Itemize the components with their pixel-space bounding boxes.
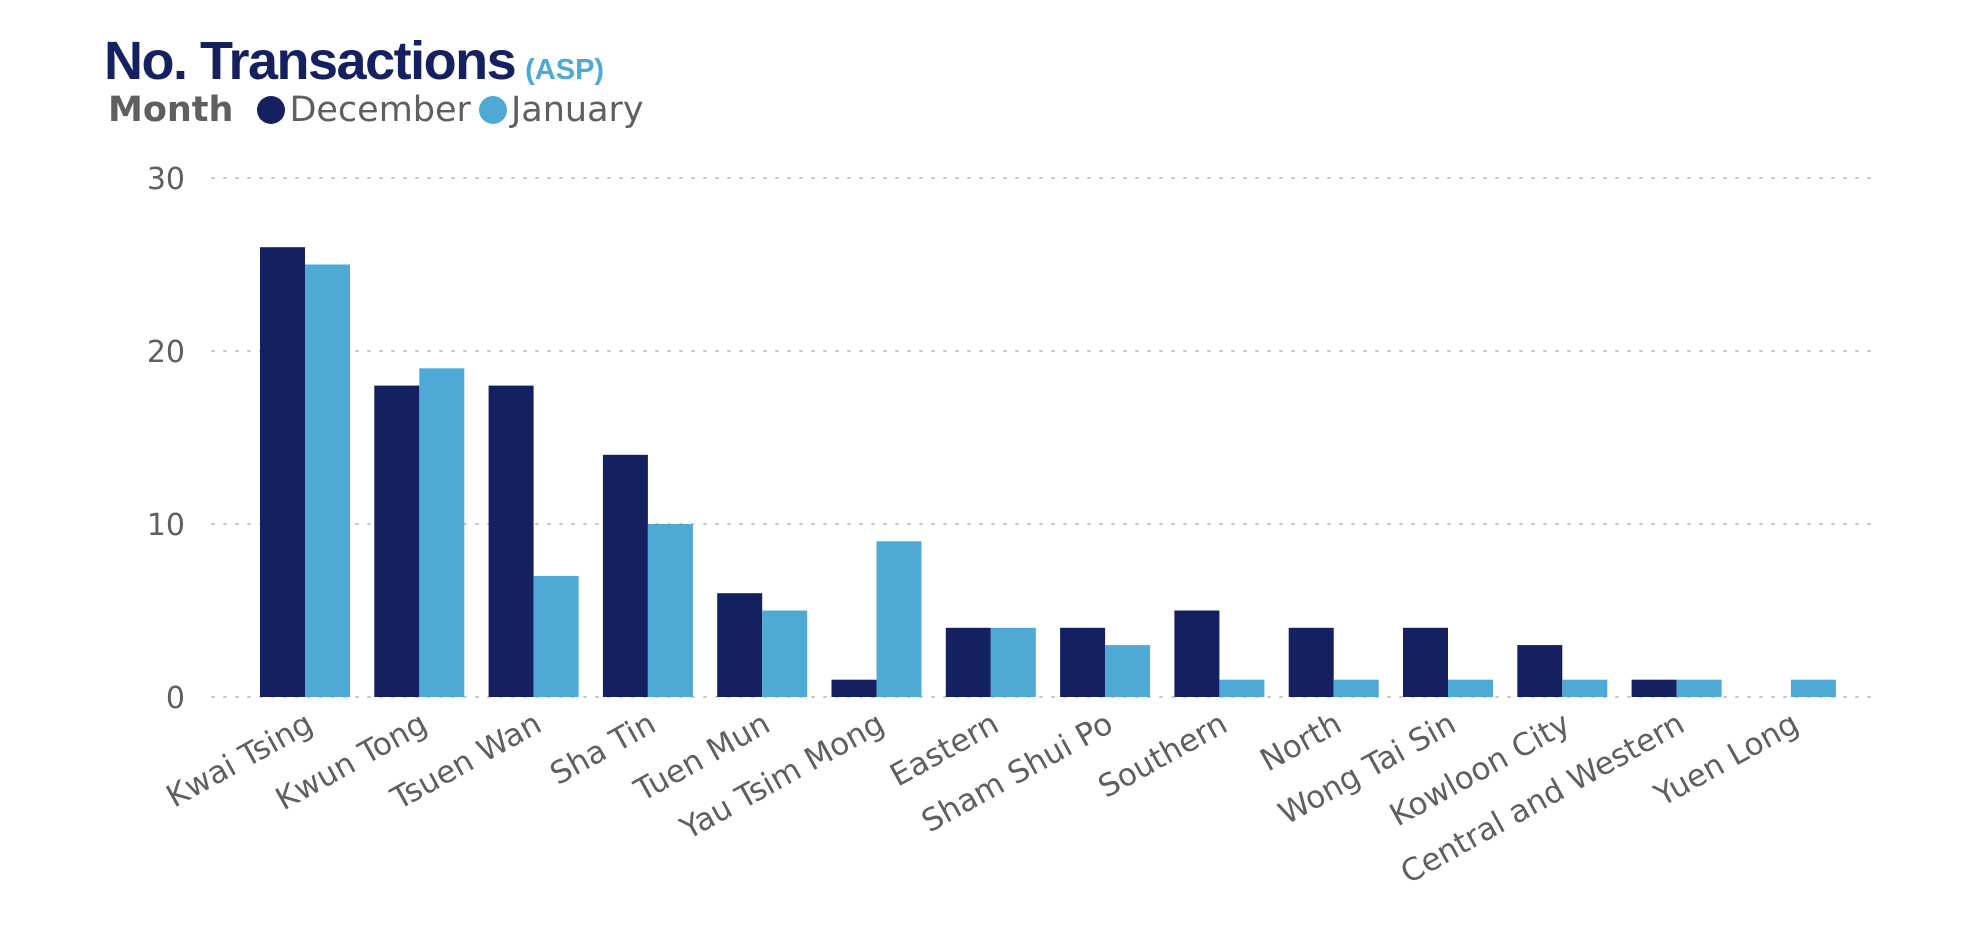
bar-december [602,454,648,697]
x-tick-label: Yau Tsim Mong [674,706,891,848]
bar-december [1631,679,1677,697]
bar-december [260,247,305,697]
bar-december [831,679,877,697]
bar-january [1562,679,1608,697]
bar-december [374,385,420,697]
bar-january [419,368,465,697]
legend-title: Month [108,90,234,130]
y-tick-label: 0 [166,681,185,716]
bar-january [533,575,579,697]
bar-january [1333,679,1379,697]
legend-marker-january [478,96,507,124]
chart-title: No. Transactions [104,31,517,91]
y-tick-label: 30 [147,162,185,197]
bar-january [876,541,922,697]
chart-subtitle: (ASP) [525,54,605,86]
legend-marker-december [257,96,286,124]
x-tick-label: Southern [1092,706,1233,806]
bar-january [1790,679,1836,697]
legend-item-december[interactable]: December [257,90,471,130]
bar-december [1403,627,1448,697]
chart-header: No. Transactions (ASP) [104,30,604,92]
bar-january [1676,679,1722,697]
bar-january [1219,679,1265,697]
legend-item-january[interactable]: January [478,90,644,130]
bar-january [1105,645,1151,697]
bar-december [488,385,534,697]
bar-january [762,610,808,697]
y-tick-label: 20 [147,335,185,370]
y-tick-label: 10 [147,508,185,543]
bar-january [305,264,350,697]
bar-december [717,593,763,697]
bar-december [945,627,991,697]
bar-january [647,524,693,697]
x-tick-label: Sham Shui Po [916,706,1119,840]
bar-december [1060,627,1106,697]
bar-january [1448,679,1493,697]
bar-december [1288,627,1334,697]
legend-label-january: January [510,90,644,130]
chart-legend: Month December January [108,90,652,130]
legend-label-december: December [289,90,471,130]
bar-december [1174,610,1220,697]
bar-january [990,627,1036,697]
bar-december [1517,645,1563,697]
